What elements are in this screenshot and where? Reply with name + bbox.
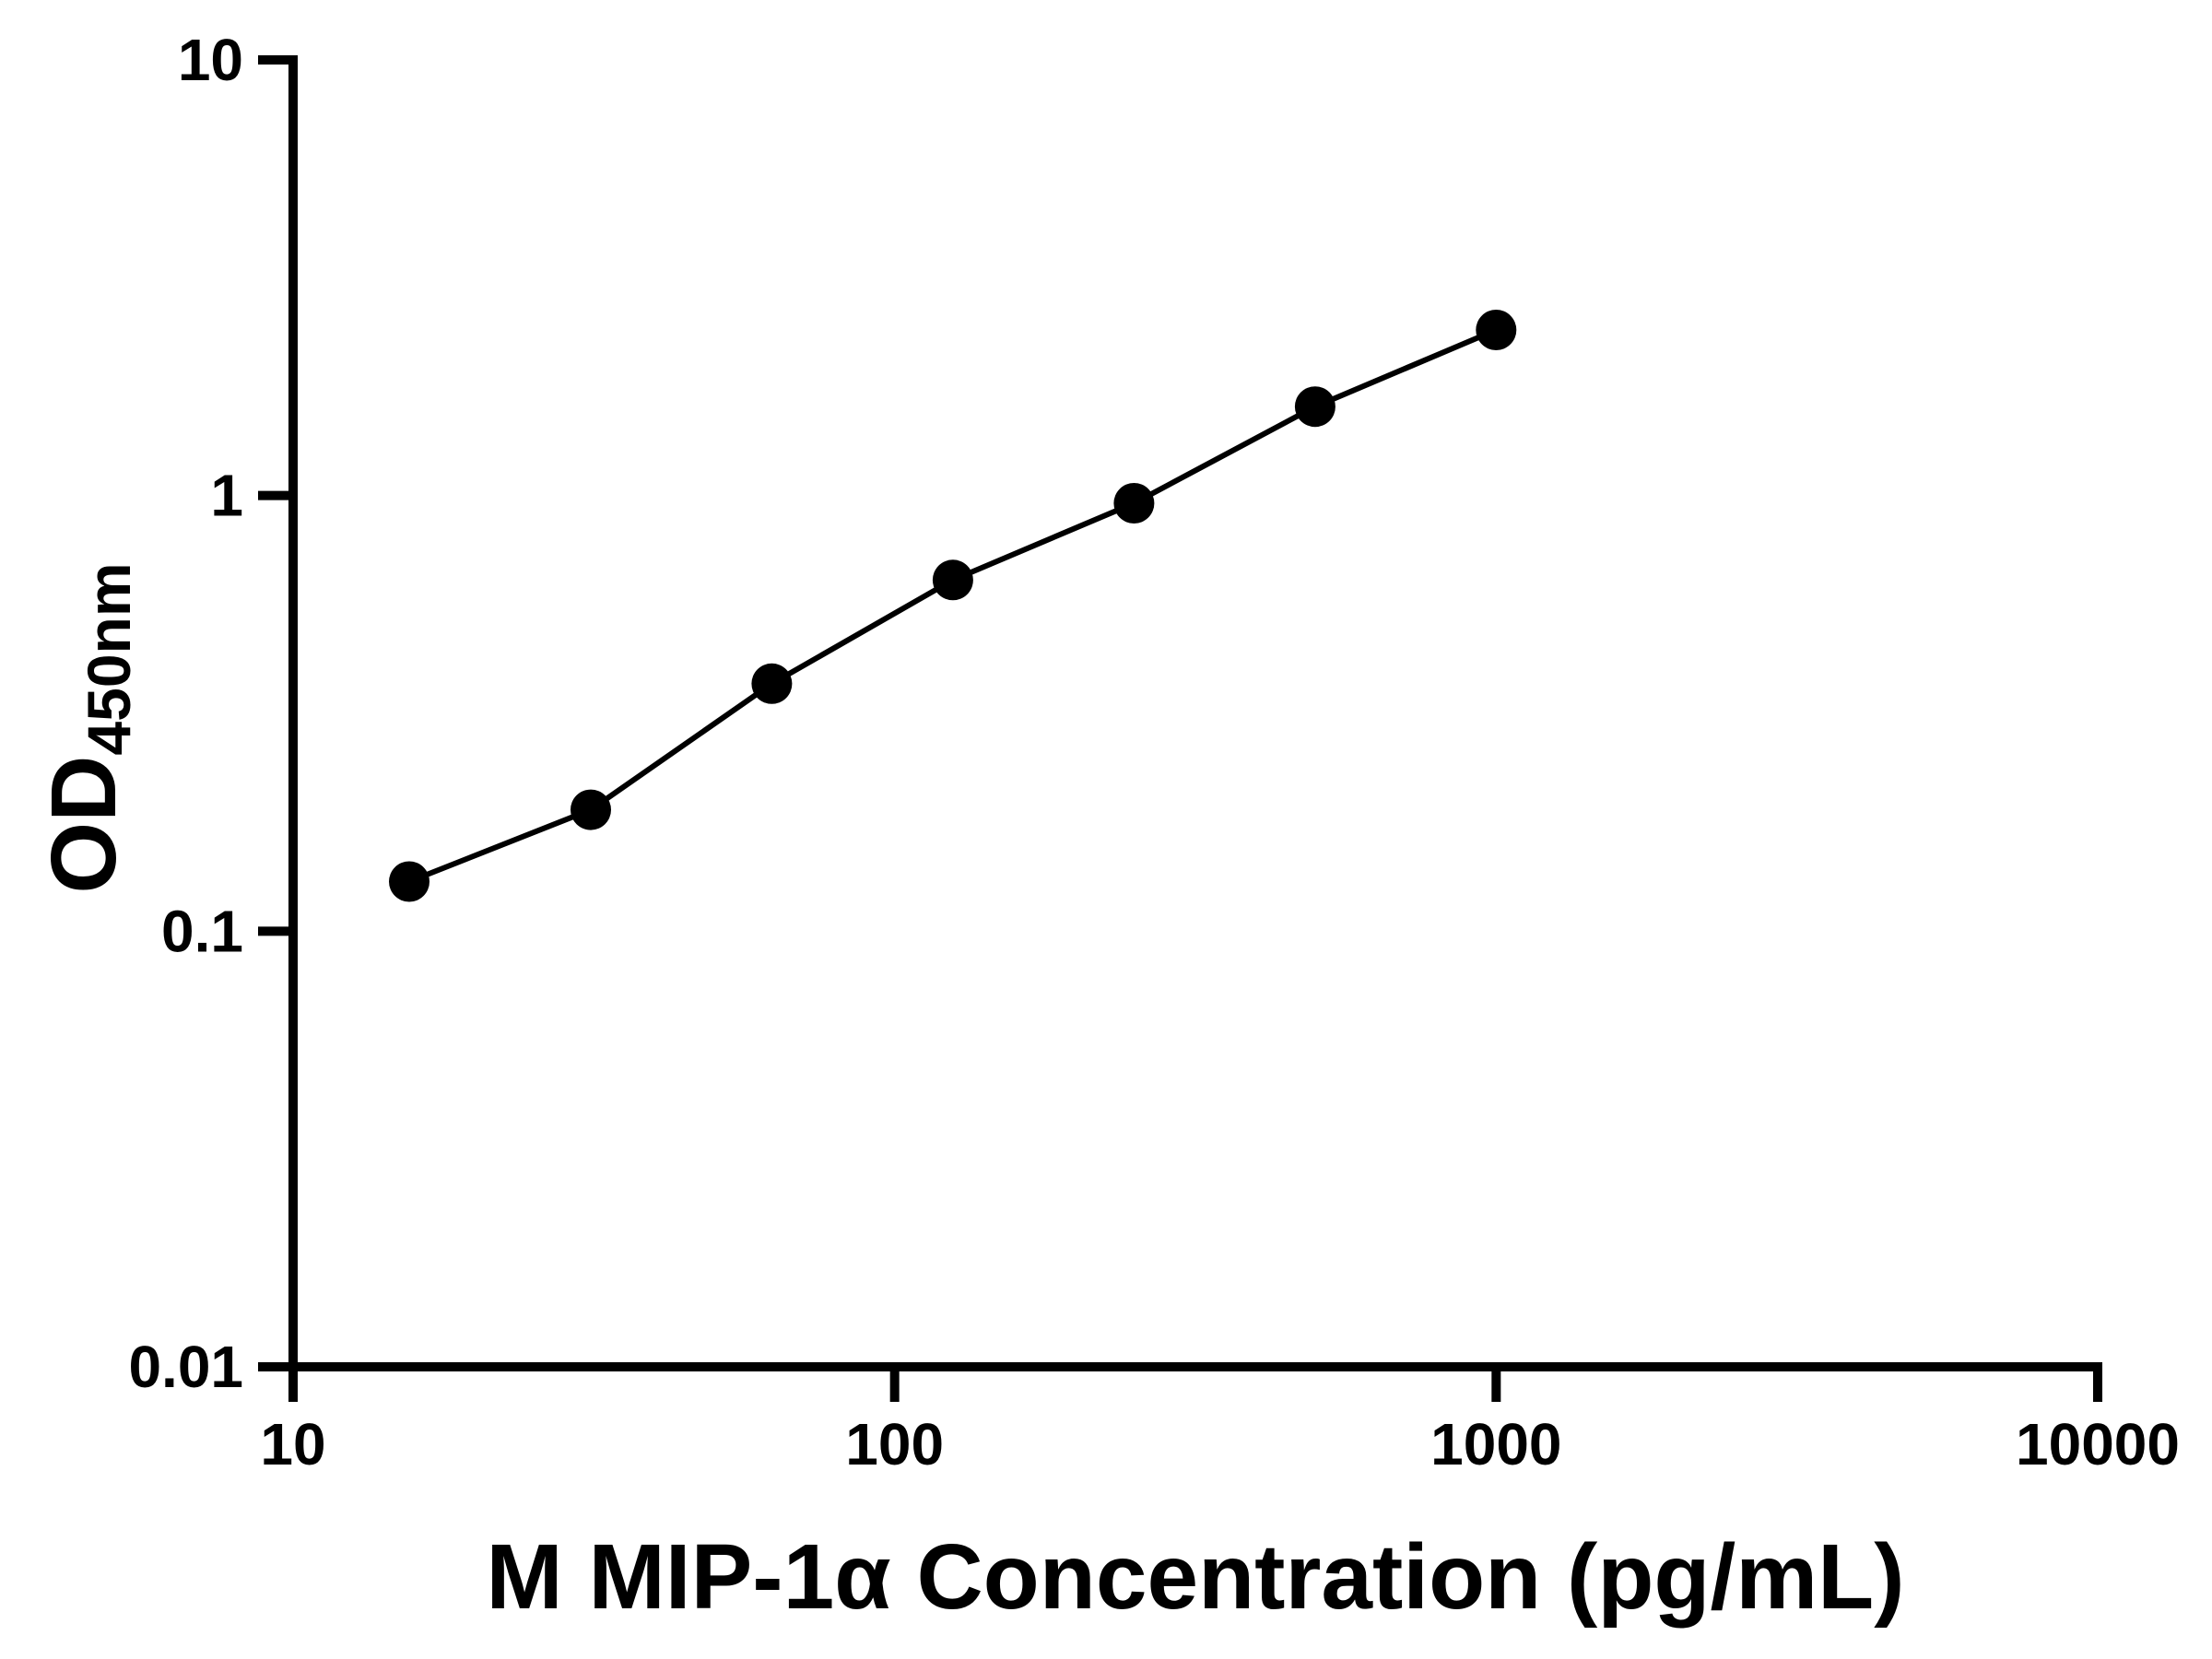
- data-point: [1294, 386, 1335, 428]
- data-point: [751, 663, 793, 704]
- x-tick-label: 1000: [1430, 1411, 1561, 1477]
- x-tick-label: 100: [845, 1411, 944, 1477]
- axes: 10 100 1000 10000 0.01 0.1 1 10: [128, 27, 2180, 1477]
- y-tick-label: 10: [178, 27, 243, 93]
- x-tick-label: 10: [260, 1411, 325, 1477]
- data-point: [571, 789, 611, 830]
- y-tick-label: 0.01: [128, 1334, 243, 1400]
- data-point: [389, 861, 429, 902]
- y-axis-title-main: OD: [32, 756, 135, 894]
- y-axis-title: OD450nm: [32, 562, 143, 893]
- x-axis-title: M MIP-1α Concentration (pg/mL): [486, 1525, 1904, 1629]
- data-point: [1113, 483, 1155, 524]
- x-tick-label: 10000: [2016, 1411, 2180, 1477]
- data-point: [932, 559, 973, 601]
- y-tick-label: 1: [210, 463, 243, 529]
- y-tick-label: 0.1: [161, 898, 243, 964]
- y-axis-title-sub: 450nm: [75, 562, 143, 755]
- data-point: [1476, 310, 1517, 350]
- data-series: [389, 310, 1517, 902]
